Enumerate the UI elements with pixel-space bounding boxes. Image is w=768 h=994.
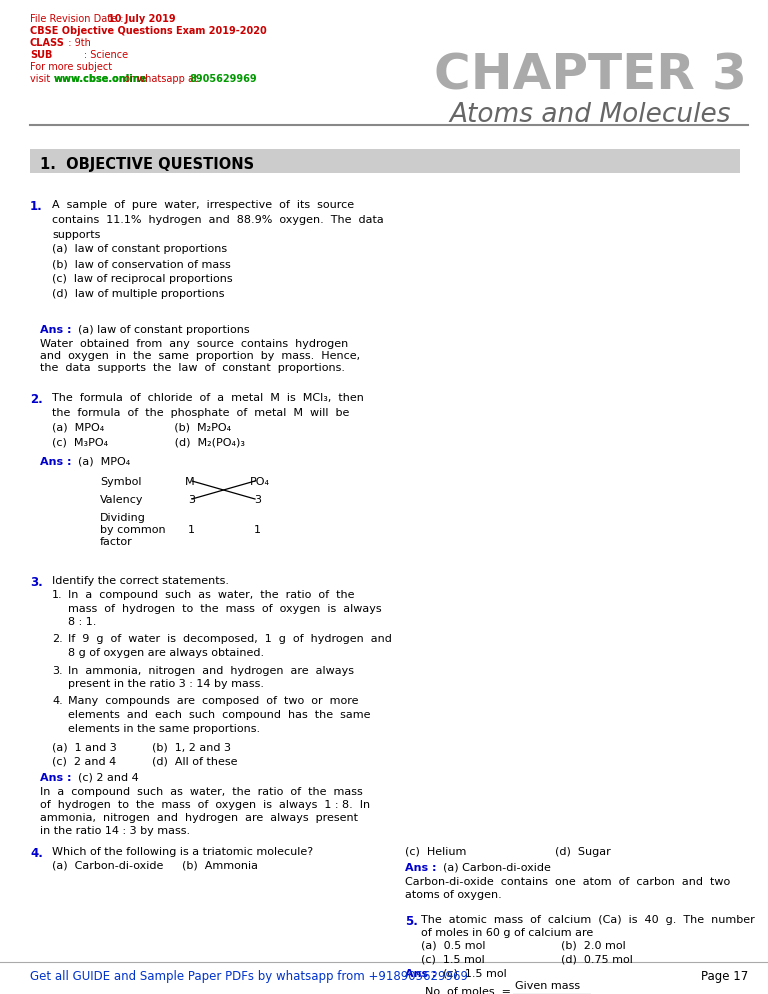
Text: and  oxygen  in  the  same  proportion  by  mass.  Hence,: and oxygen in the same proportion by mas…: [40, 351, 360, 361]
Text: www.cbse.online: www.cbse.online: [54, 74, 147, 84]
Text: The  formula  of  chloride  of  a  metal  M  is  MCl₃,  then
the  formula  of  t: The formula of chloride of a metal M is …: [52, 393, 364, 447]
Text: Ans :: Ans :: [40, 457, 71, 467]
Text: 1.: 1.: [52, 590, 63, 600]
Text: 3: 3: [254, 495, 261, 505]
Text: 2.: 2.: [30, 393, 43, 406]
Text: Valency: Valency: [100, 495, 144, 505]
Text: factor: factor: [100, 537, 133, 547]
Text: or whatsapp at: or whatsapp at: [121, 74, 201, 84]
Text: (c)  1.5 mol: (c) 1.5 mol: [443, 969, 507, 979]
Text: CBSE Objective Questions Exam 2019-2020: CBSE Objective Questions Exam 2019-2020: [30, 26, 266, 36]
Text: (d)  Sugar: (d) Sugar: [555, 847, 611, 857]
Text: PO₄: PO₄: [250, 477, 270, 487]
Text: Page 17: Page 17: [700, 970, 748, 983]
Text: atoms of oxygen.: atoms of oxygen.: [405, 890, 502, 900]
Text: by common: by common: [100, 525, 166, 535]
Text: Ans :: Ans :: [405, 863, 436, 873]
Text: In  a  compound  such  as  water,  the  ratio  of  the: In a compound such as water, the ratio o…: [68, 590, 355, 600]
Text: : Science: : Science: [62, 50, 128, 60]
Text: File Revision Date :: File Revision Date :: [30, 14, 127, 24]
FancyBboxPatch shape: [30, 149, 740, 173]
Text: Identify the correct statements.: Identify the correct statements.: [52, 576, 229, 586]
Text: Ans :: Ans :: [40, 773, 71, 783]
Text: Symbol: Symbol: [100, 477, 141, 487]
Text: Atoms and Molecules: Atoms and Molecules: [449, 102, 730, 128]
Text: of moles in 60 g of calcium are: of moles in 60 g of calcium are: [421, 928, 593, 938]
Text: In  ammonia,  nitrogen  and  hydrogen  are  always: In ammonia, nitrogen and hydrogen are al…: [68, 666, 354, 676]
Text: (b)  Ammonia: (b) Ammonia: [182, 861, 258, 871]
Text: Get all GUIDE and Sample Paper PDFs by whatsapp from +918905629969: Get all GUIDE and Sample Paper PDFs by w…: [30, 970, 468, 983]
Text: (c)  Helium: (c) Helium: [405, 847, 466, 857]
Text: CLASS: CLASS: [30, 38, 65, 48]
Text: (a) law of constant proportions: (a) law of constant proportions: [78, 325, 250, 335]
Text: 8905629969: 8905629969: [189, 74, 257, 84]
Text: Ans :: Ans :: [405, 969, 436, 979]
Text: 8 : 1.: 8 : 1.: [68, 617, 96, 627]
Text: (d)  All of these: (d) All of these: [152, 757, 237, 767]
Text: in the ratio 14 : 3 by mass.: in the ratio 14 : 3 by mass.: [40, 826, 190, 836]
Text: 1: 1: [188, 525, 195, 535]
Text: Many  compounds  are  composed  of  two  or  more: Many compounds are composed of two or mo…: [68, 697, 359, 707]
Text: elements in the same proportions.: elements in the same proportions.: [68, 724, 260, 734]
Text: (d)  0.75 mol: (d) 0.75 mol: [561, 954, 633, 964]
Text: A  sample  of  pure  water,  irrespective  of  its  source
contains  11.1%  hydr: A sample of pure water, irrespective of …: [52, 200, 384, 299]
Text: If  9  g  of  water  is  decomposed,  1  g  of  hydrogen  and: If 9 g of water is decomposed, 1 g of hy…: [68, 634, 392, 644]
Text: (c) 2 and 4: (c) 2 and 4: [78, 773, 139, 783]
Text: (c)  2 and 4: (c) 2 and 4: [52, 757, 116, 767]
Text: (a)  1 and 3: (a) 1 and 3: [52, 743, 117, 753]
Text: 4.: 4.: [30, 847, 43, 860]
Text: 3.: 3.: [52, 666, 63, 676]
Text: (b)  2.0 mol: (b) 2.0 mol: [561, 941, 626, 951]
Text: (b)  1, 2 and 3: (b) 1, 2 and 3: [152, 743, 231, 753]
Text: 8 g of oxygen are always obtained.: 8 g of oxygen are always obtained.: [68, 648, 264, 658]
Text: 1.  OBJECTIVE QUESTIONS: 1. OBJECTIVE QUESTIONS: [40, 157, 254, 172]
Text: mass  of  hydrogen  to  the  mass  of  oxygen  is  always: mass of hydrogen to the mass of oxygen i…: [68, 603, 382, 613]
Text: Carbon-di-oxide  contains  one  atom  of  carbon  and  two: Carbon-di-oxide contains one atom of car…: [405, 877, 730, 887]
Text: elements  and  each  such  compound  has  the  same: elements and each such compound has the …: [68, 710, 370, 720]
Text: CHAPTER 3: CHAPTER 3: [434, 52, 746, 100]
Text: 3: 3: [188, 495, 195, 505]
Text: (a)  MPO₄: (a) MPO₄: [78, 457, 131, 467]
Text: In  a  compound  such  as  water,  the  ratio  of  the  mass: In a compound such as water, the ratio o…: [40, 787, 362, 797]
Text: SUB: SUB: [30, 50, 52, 60]
Text: visit: visit: [30, 74, 53, 84]
Text: 5.: 5.: [405, 915, 418, 928]
Text: the  data  supports  the  law  of  constant  proportions.: the data supports the law of constant pr…: [40, 363, 345, 373]
Text: 3.: 3.: [30, 576, 43, 589]
Text: of  hydrogen  to  the  mass  of  oxygen  is  always  1 : 8.  In: of hydrogen to the mass of oxygen is alw…: [40, 800, 370, 810]
Text: (a)  0.5 mol: (a) 0.5 mol: [421, 941, 485, 951]
Text: 2.: 2.: [52, 634, 63, 644]
Text: Water  obtained  from  any  source  contains  hydrogen: Water obtained from any source contains …: [40, 339, 348, 349]
Text: present in the ratio 3 : 14 by mass.: present in the ratio 3 : 14 by mass.: [68, 679, 264, 689]
Text: 1: 1: [254, 525, 261, 535]
Text: The  atomic  mass  of  calcium  (Ca)  is  40  g.  The  number: The atomic mass of calcium (Ca) is 40 g.…: [421, 915, 755, 925]
Text: Dividing: Dividing: [100, 513, 146, 523]
Text: For more subject: For more subject: [30, 62, 112, 72]
Text: (c)  1.5 mol: (c) 1.5 mol: [421, 954, 485, 964]
Text: (a) Carbon-di-oxide: (a) Carbon-di-oxide: [443, 863, 551, 873]
Text: Ans :: Ans :: [40, 325, 71, 335]
Text: M: M: [185, 477, 194, 487]
Text: (a)  Carbon-di-oxide: (a) Carbon-di-oxide: [52, 861, 164, 871]
Text: 4.: 4.: [52, 697, 63, 707]
Text: Given mass: Given mass: [515, 981, 580, 991]
Text: www.cbse.online: www.cbse.online: [54, 74, 147, 84]
Text: 10 July 2019: 10 July 2019: [108, 14, 176, 24]
Text: ammonia,  nitrogen  and  hydrogen  are  always  present: ammonia, nitrogen and hydrogen are alway…: [40, 813, 358, 823]
Text: : 9th: : 9th: [62, 38, 91, 48]
Text: 1.: 1.: [30, 200, 43, 213]
Text: Which of the following is a triatomic molecule?: Which of the following is a triatomic mo…: [52, 847, 313, 857]
Text: No. of moles  =: No. of moles =: [425, 987, 511, 994]
